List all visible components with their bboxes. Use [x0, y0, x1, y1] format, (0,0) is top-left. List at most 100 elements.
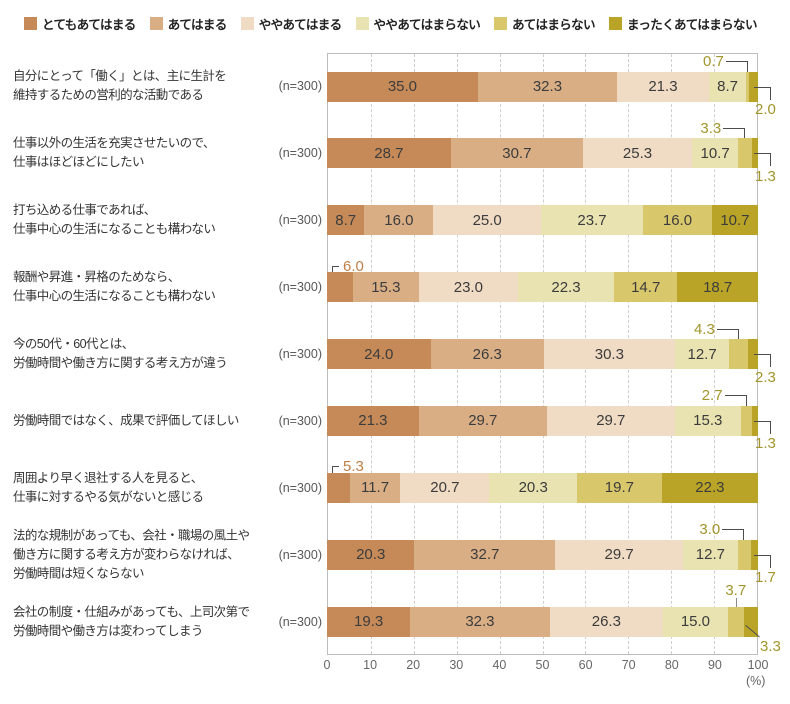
callout-value-label: 3.3 [700, 119, 722, 137]
bar-segment: 22.3 [517, 272, 615, 303]
n-label: (n=300) [278, 280, 322, 295]
question-label-line: 周囲より早く退社する人を見ると、 [13, 470, 203, 485]
axis-tick-label: 50 [535, 658, 550, 672]
axis-tick-label: 20 [406, 658, 421, 672]
legend-label: ややあてはまらない [373, 18, 481, 32]
question-label: 会社の制度・仕組みがあっても、上司次第で 労働時間や働き方は変わってしまう [13, 603, 253, 641]
legend-item: ややあてはまる [240, 14, 342, 33]
bar-segment: 15.0 [663, 606, 728, 637]
segment-value-label: 28.7 [374, 144, 404, 162]
bar-segment: 32.3 [410, 606, 550, 637]
bar-segment: 32.7 [414, 539, 556, 570]
segment-value-label: 24.0 [364, 345, 394, 363]
segment-value-label: 21.3 [358, 412, 388, 430]
question-label-line: 法的な規制があっても、会社・職場の風土や [13, 528, 250, 543]
segment-value-label: 29.7 [468, 412, 498, 430]
question-label: 法的な規制があっても、会社・職場の風土や 働き方に関する考え方が変わらなければ、労… [13, 526, 253, 583]
question-label: 報酬や昇進・昇格のためなら、 仕事中心の生活になることも構わない [13, 268, 253, 306]
question-label: 打ち込める仕事であれば、 仕事中心の生活になることも構わない [13, 201, 253, 239]
bar-segment: 32.3 [477, 71, 618, 102]
axis-tick-label: 0 [323, 658, 331, 672]
bar-segment [327, 472, 350, 503]
bar-segment [737, 539, 751, 570]
chart-row: 法的な規制があっても、会社・職場の風土や 働き方に関する考え方が変わらなければ、労… [0, 521, 790, 588]
bar-segment: 20.3 [327, 539, 415, 570]
callout-value-label: 2.3 [755, 368, 776, 386]
legend-swatch-icon [494, 17, 508, 30]
callout-value-label: 1.3 [755, 167, 776, 185]
legend-label: とてもあてはまる [42, 18, 136, 32]
bar-segment: 8.7 [708, 71, 747, 102]
bar-segment: 19.3 [327, 606, 411, 637]
legend-swatch-icon [149, 17, 163, 30]
question-label: 自分にとって「働く」とは、主に生計を 維持するための営利的な活動である [13, 67, 253, 105]
segment-value-label: 18.7 [703, 278, 733, 296]
legend-item: あてはまる [149, 14, 227, 33]
bar-segment: 28.7 [327, 138, 451, 169]
legend-swatch-icon [355, 17, 369, 30]
bar-segment [749, 71, 758, 102]
stacked-bar: 28.7 30.7 25.3 10.7 [327, 138, 758, 169]
chart-row: 会社の制度・仕組みがあっても、上司次第で 労働時間や働き方は変わってしまう (n=3… [0, 582, 790, 655]
segment-value-label: 29.7 [604, 546, 634, 564]
stacked-bar: 35.0 32.3 21.3 8.7 [327, 71, 758, 102]
segment-value-label: 25.0 [472, 211, 502, 229]
callout-elbow-line [725, 61, 748, 72]
bar-segment: 21.3 [327, 405, 419, 436]
question-label-line: 仕事に対するやる気がないと感じる [13, 489, 204, 504]
bar-segment: 24.0 [327, 339, 431, 370]
question-label: 労働時間ではなく、成果で評価してほしい [13, 411, 253, 430]
legend-swatch-icon [240, 17, 254, 30]
segment-value-label: 23.0 [453, 278, 483, 296]
axis-tick-label: 90 [707, 658, 722, 672]
segment-value-label: 8.7 [335, 211, 357, 229]
bar-segment: 10.7 [692, 138, 739, 169]
legend-item: とてもあてはまる [24, 14, 136, 33]
bar-segment: 19.7 [576, 472, 662, 503]
axis-tick-label: 60 [578, 658, 593, 672]
bar-segment [738, 138, 753, 169]
question-label-line: 労働時間は短くならない [13, 566, 145, 581]
bar-segment: 29.7 [418, 405, 547, 436]
question-label: 周囲より早く退社する人を見ると、 仕事に対するやる気がないと感じる [13, 469, 253, 507]
callout-elbow-line [723, 127, 746, 139]
segment-value-label: 20.3 [518, 479, 548, 497]
bar-segment: 12.7 [683, 539, 738, 570]
segment-value-label: 30.3 [594, 345, 624, 363]
legend-item: まったくあてはまらない [608, 14, 758, 33]
axis-tick-label: 40 [492, 658, 507, 672]
n-label: (n=300) [278, 146, 322, 161]
question-label-line: 仕事中心の生活になることも構わない [13, 289, 216, 304]
callout-elbow-line [754, 420, 771, 434]
bar-zone: 24.0 26.3 30.3 12.7 4.3 2.3 [327, 321, 776, 388]
bar-segment: 20.7 [400, 472, 490, 503]
legend-swatch-icon [24, 17, 37, 30]
callout-elbow-line [722, 529, 745, 540]
stacked-bar: 20.3 32.7 29.7 12.7 [327, 539, 758, 570]
bar-segment: 21.3 [617, 71, 709, 102]
bar-segment [743, 606, 758, 637]
bar-segment: 26.3 [549, 606, 664, 637]
question-label: 仕事以外の生活を充実させたいので、 仕事はほどほどにしたい [13, 134, 253, 172]
bar-segment [727, 606, 744, 637]
legend-item: あてはまらない [494, 14, 596, 33]
n-label: (n=300) [278, 480, 322, 495]
bar-segment [746, 71, 750, 102]
segment-value-label: 20.3 [356, 546, 386, 564]
bar-segment: 29.7 [546, 405, 675, 436]
legend-item: ややあてはまらない [355, 14, 481, 33]
chart-row: 報酬や昇進・昇格のためなら、 仕事中心の生活になることも構わない (n=300) 15… [0, 254, 790, 321]
bar-zone: 21.3 29.7 29.7 15.3 2.7 1.3 [327, 387, 776, 454]
segment-value-label: 22.3 [551, 278, 581, 296]
segment-value-label: 35.0 [387, 78, 418, 95]
question-label-line: 自分にとって「働く」とは、主に生計を [13, 69, 227, 84]
segment-value-label: 19.7 [604, 479, 634, 497]
segment-value-label: 15.3 [371, 278, 401, 296]
question-label-line: 労働時間や働き方に関する考え方が違う [13, 355, 228, 370]
bar-segment: 22.3 [661, 472, 758, 503]
chart-row: 自分にとって「働く」とは、主に生計を 維持するための営利的な活動である (n=300… [0, 53, 790, 120]
bar-segment: 35.0 [327, 71, 478, 102]
question-label-line: 仕事はほどほどにしたい [13, 155, 145, 170]
legend-label: まったくあてはまらない [626, 18, 758, 32]
segment-value-label: 10.7 [720, 211, 750, 229]
